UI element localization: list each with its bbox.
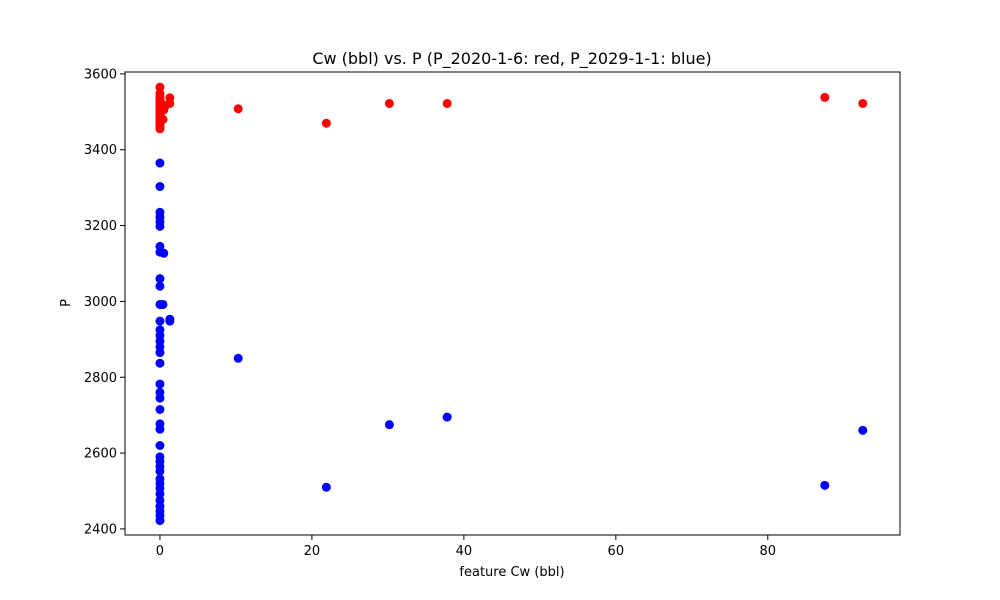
data-point [442, 98, 452, 108]
data-point [155, 489, 165, 499]
data-point [155, 124, 165, 134]
data-point [155, 82, 165, 92]
data-point [233, 353, 243, 363]
data-point [155, 221, 165, 231]
data-point [155, 158, 165, 168]
y-tick-label: 3400 [84, 143, 117, 158]
data-point [820, 92, 830, 102]
points-layer [155, 82, 868, 526]
y-axis-label: P [59, 299, 74, 307]
data-point [155, 379, 165, 389]
plot-area [125, 72, 900, 535]
data-point [155, 404, 165, 414]
x-axis-label: feature Cw (bbl) [459, 565, 564, 580]
y-tick-label: 2400 [84, 522, 117, 537]
data-point [820, 480, 830, 490]
y-tick-label: 3200 [84, 219, 117, 234]
data-point [858, 425, 868, 435]
x-tick-label: 0 [156, 544, 164, 559]
data-point [321, 118, 331, 128]
data-point [155, 441, 165, 451]
data-point [165, 316, 175, 326]
data-point [155, 281, 165, 291]
data-point [158, 299, 168, 309]
data-point [321, 482, 331, 492]
x-axis: 0 20 40 60 80 [156, 535, 776, 559]
data-point [155, 348, 165, 358]
data-point [233, 104, 243, 114]
data-point [858, 98, 868, 108]
y-axis: 2400 2600 2800 3000 3200 3400 3600 [84, 67, 125, 537]
y-tick-label: 3600 [84, 67, 117, 82]
data-point [159, 248, 169, 258]
data-point [155, 182, 165, 192]
data-point [155, 274, 165, 284]
data-point [442, 412, 452, 422]
data-point [155, 424, 165, 434]
x-tick-label: 40 [456, 544, 473, 559]
y-tick-label: 2800 [84, 371, 117, 386]
data-point [155, 516, 165, 526]
data-point [155, 393, 165, 403]
x-tick-label: 20 [304, 544, 321, 559]
x-tick-label: 60 [608, 544, 625, 559]
data-point [158, 114, 168, 124]
plot-background [125, 72, 900, 535]
y-tick-label: 3000 [84, 295, 117, 310]
y-tick-label: 2600 [84, 447, 117, 462]
data-point [384, 420, 394, 430]
data-point [155, 358, 165, 368]
data-point [155, 316, 165, 326]
plot-frame [124, 71, 901, 536]
chart-title: Cw (bbl) vs. P (P_2020-1-6: red, P_2029-… [312, 49, 711, 69]
x-tick-label: 80 [760, 544, 777, 559]
data-point [165, 98, 175, 108]
data-point [155, 466, 165, 476]
data-point [384, 98, 394, 108]
